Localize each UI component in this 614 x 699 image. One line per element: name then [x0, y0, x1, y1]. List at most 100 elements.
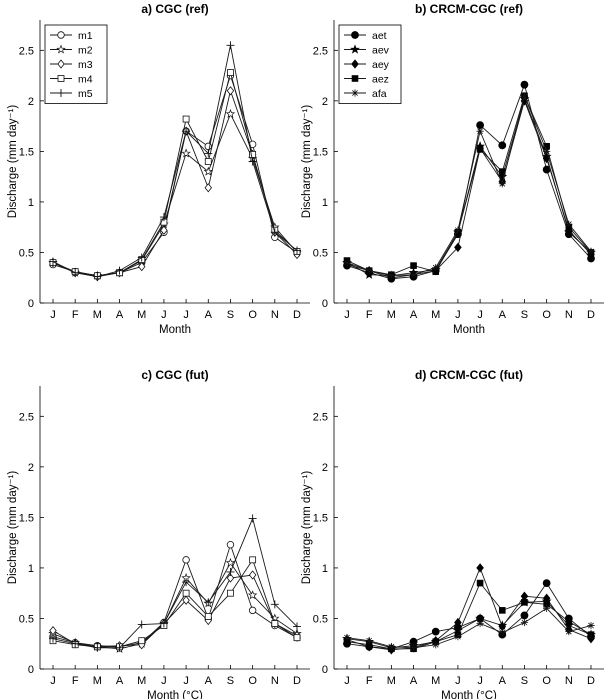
x-tick-label: J: [344, 309, 350, 321]
data-point-afa: [432, 641, 440, 649]
series-line-aez: [346, 94, 592, 276]
data-point-afa: [520, 618, 529, 627]
chart-panel-4: d) CRCM-CGC (fut) 0 0.5 1 1.5 2 2.5 J F M A M J J A S O N…: [301, 368, 604, 699]
x-tick-label: N: [271, 309, 279, 321]
data-point-aez: [476, 579, 484, 587]
x-tick-label: F: [72, 309, 79, 321]
data-point-m3: [204, 183, 212, 193]
y-tick-label: 0: [322, 298, 328, 310]
y-tick-label: 2: [28, 462, 34, 474]
series-line-aez: [346, 582, 592, 650]
series-line-m4: [52, 70, 298, 277]
x-tick-label: M: [137, 675, 146, 687]
legend-label: aev: [372, 45, 390, 57]
chart-panel-3: c) CGC (fut) 0 0.5 1 1.5 2 2.5 J F M A M J J A S O N D Mont…: [7, 368, 310, 699]
y-tick-label: 1: [28, 197, 34, 209]
x-tick-label: O: [248, 675, 257, 687]
x-axis-title: Month: [159, 324, 191, 336]
legend-marker: [351, 75, 359, 82]
legend-label: aez: [372, 74, 389, 86]
data-point-m5: [159, 213, 168, 222]
series-m5: [49, 41, 301, 281]
y-tick-label: 2: [322, 96, 328, 108]
x-tick-label: M: [431, 675, 440, 687]
data-point-m5: [204, 149, 213, 158]
x-tick-label: O: [542, 675, 551, 687]
x-tick-label: D: [587, 675, 595, 687]
data-point-m4: [227, 589, 234, 597]
series-afa: [343, 604, 595, 652]
data-point-aez: [587, 631, 595, 638]
x-tick-label: A: [499, 675, 507, 687]
legend-marker: [57, 89, 65, 97]
data-point-m3: [226, 86, 235, 96]
x-tick-label: N: [271, 675, 279, 687]
data-point-m5: [182, 578, 191, 587]
x-tick-label: A: [499, 309, 507, 321]
data-point-m3: [226, 573, 235, 583]
data-point-m4: [182, 589, 190, 597]
x-tick-label: M: [431, 309, 440, 321]
y-tick-label: 2: [322, 462, 328, 474]
data-point-m2: [225, 557, 236, 567]
x-tick-label: A: [205, 309, 213, 321]
x-tick-label: J: [455, 309, 461, 321]
data-point-afa: [498, 629, 506, 637]
data-point-aet: [542, 579, 551, 587]
data-point-m2: [247, 590, 258, 600]
data-point-m4: [204, 158, 212, 165]
data-point-aez: [521, 598, 528, 606]
data-point-afa: [565, 628, 573, 636]
x-tick-label: O: [248, 309, 257, 321]
x-tick-label: O: [542, 309, 551, 321]
data-point-aey: [454, 242, 462, 253]
legend-item-m2: m2: [50, 45, 93, 57]
data-point-afa: [409, 644, 418, 652]
data-point-m4: [182, 115, 190, 123]
series-aev: [342, 596, 596, 652]
x-tick-label: A: [116, 309, 124, 321]
data-point-m5: [71, 639, 80, 648]
data-point-m5: [115, 643, 124, 652]
data-point-aez: [476, 146, 484, 153]
legend-marker: [57, 31, 65, 39]
data-point-m5: [137, 620, 146, 629]
x-tick-label: J: [50, 675, 56, 687]
legend-item-aey: aey: [344, 59, 390, 71]
data-point-m5: [115, 266, 124, 275]
data-point-afa: [543, 604, 551, 612]
y-tick-label: 2: [28, 96, 34, 108]
data-point-m5: [182, 127, 191, 136]
data-point-m1: [248, 606, 257, 615]
data-point-aez: [565, 618, 573, 625]
data-point-m4: [204, 613, 212, 620]
x-tick-label: J: [455, 675, 461, 687]
data-point-aet: [520, 611, 529, 620]
data-point-aez: [498, 607, 506, 614]
data-point-afa: [476, 619, 484, 628]
data-point-m3: [160, 225, 168, 235]
data-point-m5: [248, 514, 257, 523]
chart-panel-2: b) CRCM-CGC (ref) 0 0.5 1 1.5 2 2.5 J F M A M J J A S O N…: [301, 2, 604, 336]
legend-item-m1: m1: [50, 30, 93, 42]
data-point-m5: [293, 246, 301, 255]
data-point-afa: [343, 634, 351, 642]
x-tick-label: A: [410, 675, 418, 687]
data-point-m5: [226, 41, 235, 50]
data-point-m5: [248, 157, 257, 166]
x-tick-label: D: [587, 309, 595, 321]
data-point-m3: [248, 570, 257, 580]
data-point-m4: [271, 620, 279, 627]
legend-marker: [351, 31, 359, 39]
x-tick-label: N: [565, 309, 573, 321]
data-point-m4: [293, 634, 301, 642]
series-line-afa: [346, 94, 592, 277]
data-point-m3: [182, 595, 190, 605]
legend-item-m5: m5: [50, 88, 93, 100]
y-tick-label: 1: [322, 197, 328, 209]
y-axis-title: Discharge (mm day⁻¹): [7, 471, 19, 585]
x-tick-label: D: [293, 309, 301, 321]
data-point-aez: [410, 262, 417, 269]
data-point-m5: [293, 622, 301, 631]
